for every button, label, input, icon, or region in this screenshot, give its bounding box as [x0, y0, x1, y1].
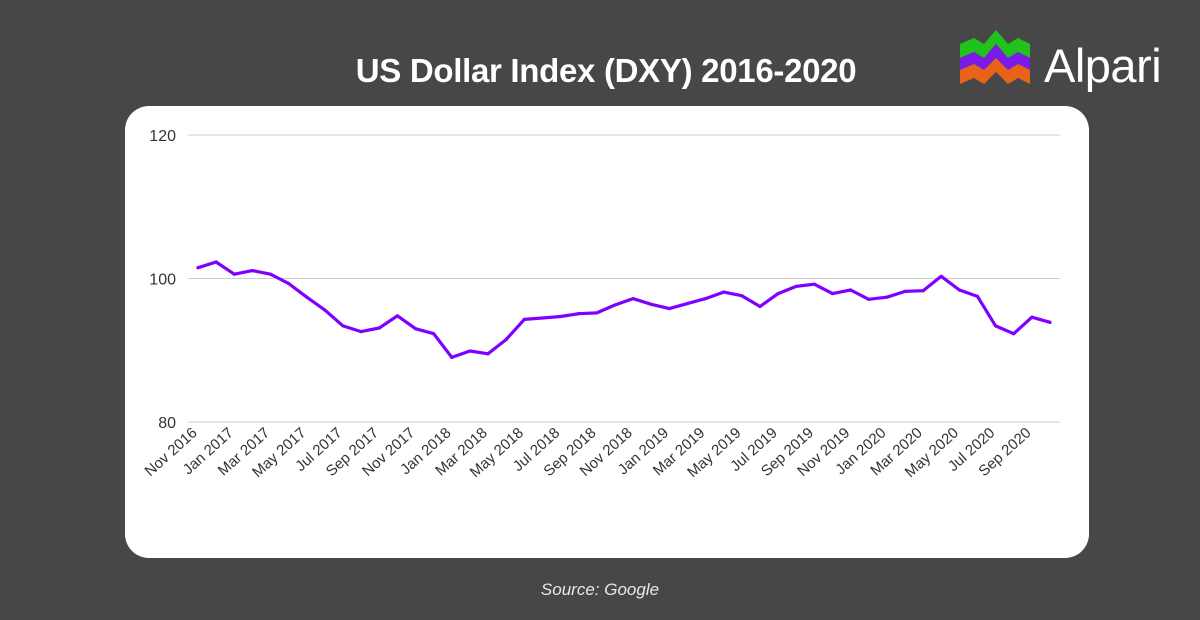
- data-point: [522, 317, 526, 321]
- data-point: [395, 314, 400, 318]
- chart-title: US Dollar Index (DXY) 2016-2020: [355, 52, 857, 89]
- data-point: [504, 337, 508, 342]
- brand-logo: Alpari: [958, 28, 1168, 94]
- chart-card: 80 100 120 Nov 2016 Jan 2017 Mar 2017 May 2017…: [125, 106, 1089, 558]
- data-point: [848, 288, 853, 292]
- y-tick-label: 120: [149, 128, 176, 145]
- data-point: [975, 294, 980, 299]
- logo-chevron-orange: [960, 58, 1030, 84]
- y-tick-label: 100: [149, 272, 176, 289]
- data-point: [830, 291, 835, 296]
- data-point: [867, 297, 871, 301]
- logo-chevron-purple: [960, 44, 1030, 70]
- data-point: [486, 352, 490, 356]
- data-point: [323, 308, 327, 312]
- logo-chevron-green: [960, 30, 1030, 58]
- data-point: [214, 260, 218, 264]
- data-point: [558, 314, 563, 319]
- data-point: [196, 266, 200, 270]
- data-point: [776, 291, 780, 296]
- data-point: [812, 282, 816, 286]
- series-line: [196, 260, 1052, 359]
- y-tick-label: 80: [158, 415, 176, 432]
- data-point: [885, 295, 889, 299]
- data-point: [577, 312, 581, 316]
- brand-name: Alpari: [1044, 39, 1162, 92]
- data-point: [921, 289, 925, 293]
- data-point: [722, 290, 726, 294]
- data-point: [957, 288, 961, 292]
- data-point: [232, 272, 236, 276]
- data-point: [758, 304, 762, 309]
- data-point: [1030, 315, 1034, 319]
- source-note: Source: Google: [540, 580, 660, 599]
- data-point: [649, 302, 653, 306]
- data-point: [994, 324, 998, 328]
- data-point: [450, 355, 454, 360]
- data-point: [703, 296, 708, 301]
- data-point: [903, 289, 907, 294]
- data-point: [794, 284, 798, 288]
- data-point: [268, 272, 273, 276]
- data-point: [432, 332, 436, 336]
- alpari-logo-icon: [960, 30, 1030, 84]
- data-point: [250, 269, 254, 273]
- data-point: [667, 307, 671, 311]
- data-point: [377, 326, 381, 330]
- data-point: [1048, 320, 1052, 324]
- data-point: [305, 295, 309, 299]
- data-point: [613, 303, 617, 307]
- data-point: [685, 302, 690, 306]
- data-point: [287, 281, 291, 286]
- data-point: [939, 274, 943, 278]
- data-point: [341, 324, 345, 328]
- data-point: [540, 316, 545, 320]
- data-point: [740, 294, 744, 298]
- data-point: [359, 329, 363, 334]
- data-point: [468, 349, 472, 353]
- data-point: [1012, 332, 1016, 336]
- data-point: [595, 311, 599, 315]
- data-point: [413, 327, 418, 331]
- data-point: [631, 296, 635, 301]
